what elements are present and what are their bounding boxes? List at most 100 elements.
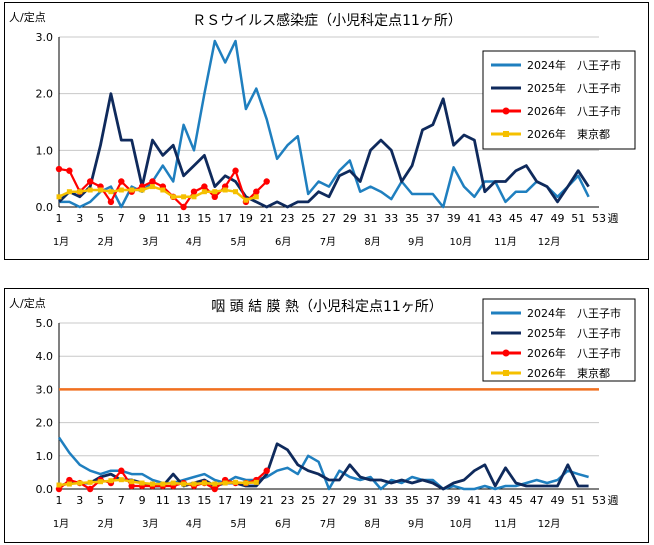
pcf-data-point bbox=[149, 481, 155, 487]
rsv-data-point bbox=[66, 189, 72, 195]
pcf-x-tick-label: 39 bbox=[447, 494, 461, 507]
rsv-legend-marker bbox=[502, 107, 510, 115]
pcf-x-tick-label: 1 bbox=[56, 494, 63, 507]
rsv-data-point bbox=[253, 194, 259, 200]
pcf-x-tick-label: 19 bbox=[239, 494, 253, 507]
rsv-x-tick-label: 37 bbox=[426, 212, 440, 225]
pcf-data-point bbox=[108, 478, 114, 484]
pcf-legend-marker bbox=[503, 370, 509, 376]
rsv-data-point bbox=[180, 203, 187, 211]
pcf-data-point bbox=[56, 482, 62, 488]
pcf-x-tick-label: 53 bbox=[592, 494, 606, 507]
rsv-legend-label: 2024年 八王子市 bbox=[527, 58, 621, 72]
pcf-x-tick-label: 37 bbox=[426, 494, 440, 507]
rsv-month-label: 3月 bbox=[142, 236, 158, 248]
rsv-x-tick-label: 27 bbox=[322, 212, 336, 225]
pcf-x-tick-label: 23 bbox=[280, 494, 294, 507]
pcf-x-tick-label: 21 bbox=[260, 494, 274, 507]
pcf-data-point bbox=[222, 480, 228, 486]
pcf-y-tick-label: 5.0 bbox=[36, 317, 54, 330]
pcf-data-point bbox=[243, 480, 249, 486]
rsv-month-label: 11月 bbox=[494, 236, 517, 248]
pcf-data-point bbox=[118, 477, 124, 483]
rsv-month-label: 7月 bbox=[320, 236, 336, 248]
rsv-data-point bbox=[263, 178, 270, 185]
pcf-chart-panel: 咽 頭 結 膜 熱（小児科定点11ヶ所） 人/定点 0.0 1.0 2.0 3.0 4.0 5… bbox=[4, 288, 649, 543]
rsv-data-point bbox=[55, 165, 63, 173]
rsv-x-tick-label: 15 bbox=[197, 212, 211, 225]
rsv-month-label: 1月 bbox=[53, 236, 69, 248]
rsv-month-label: 2月 bbox=[97, 236, 113, 248]
rsv-legend-label: 2026年 東京都 bbox=[527, 127, 610, 141]
pcf-legend-marker bbox=[502, 349, 510, 357]
rsv-x-tick-label: 45 bbox=[509, 212, 523, 225]
rsv-data-point bbox=[118, 187, 124, 193]
pcf-x-tick-label: 29 bbox=[343, 494, 357, 507]
pcf-data-point bbox=[170, 480, 176, 486]
rsv-x-axis-label: 週 bbox=[608, 212, 619, 225]
rsv-series-line-s2025 bbox=[58, 92, 590, 209]
pcf-y-tick-label: 0.0 bbox=[36, 483, 54, 496]
pcf-data-point bbox=[263, 467, 270, 474]
rsv-x-tick-label: 21 bbox=[260, 212, 274, 225]
pcf-legend-label: 2026年 東京都 bbox=[527, 366, 610, 380]
rsv-x-tick-label: 31 bbox=[364, 212, 378, 225]
rsv-chart: ＲＳウイルス感染症（小児科定点11ヶ所）人/定点0.01.02.03.01 3 5 7… bbox=[9, 10, 636, 248]
pcf-month-label: 4月 bbox=[186, 518, 202, 530]
pcf-x-tick-label: 7 bbox=[118, 494, 125, 507]
pcf-x-tick-label: 43 bbox=[488, 494, 502, 507]
rsv-x-tick-label: 11 bbox=[156, 212, 170, 225]
rsv-data-point bbox=[212, 189, 218, 195]
rsv-x-tick-label: 7 bbox=[118, 212, 125, 225]
pcf-legend-label: 2026年 八王子市 bbox=[527, 346, 621, 360]
pcf-x-tick-label: 49 bbox=[550, 494, 564, 507]
pcf-month-label: 3月 bbox=[142, 518, 158, 530]
pcf-y-axis-label: 人/定点 bbox=[9, 296, 46, 310]
pcf-data-point bbox=[77, 480, 83, 486]
rsv-legend-marker bbox=[503, 131, 509, 137]
rsv-data-point bbox=[160, 187, 166, 193]
rsv-x-tick-label: 33 bbox=[384, 212, 398, 225]
pcf-x-tick-label: 13 bbox=[177, 494, 191, 507]
rsv-x-tick-label: 53 bbox=[592, 212, 606, 225]
pcf-data-point bbox=[253, 479, 259, 485]
pcf-data-point bbox=[98, 479, 104, 485]
rsv-data-point bbox=[66, 167, 73, 174]
rsv-data-point bbox=[201, 183, 208, 190]
pcf-month-label: 11月 bbox=[494, 518, 517, 530]
rsv-x-tick-label: 25 bbox=[301, 212, 315, 225]
pcf-x-tick-label: 17 bbox=[218, 494, 232, 507]
rsv-data-point bbox=[181, 194, 187, 200]
rsv-data-point bbox=[243, 197, 249, 203]
pcf-x-axis-label: 週 bbox=[608, 494, 619, 507]
pcf-data-point bbox=[181, 481, 187, 487]
rsv-legend-label: 2025年 八王子市 bbox=[527, 81, 621, 95]
rsv-month-label: 4月 bbox=[186, 236, 202, 248]
rsv-month-label: 10月 bbox=[449, 236, 472, 248]
pcf-month-label: 10月 bbox=[449, 518, 472, 530]
pcf-data-point bbox=[66, 481, 72, 487]
pcf-month-label: 6月 bbox=[275, 518, 291, 530]
rsv-series-line-s2024 bbox=[59, 39, 590, 209]
rsv-x-tick-label: 35 bbox=[405, 212, 419, 225]
rsv-chart-title: ＲＳウイルス感染症（小児科定点11ヶ所） bbox=[192, 12, 462, 29]
rsv-x-tick-label: 17 bbox=[218, 212, 232, 225]
pcf-x-tick-label: 3 bbox=[76, 494, 83, 507]
pcf-legend-label: 2025年 八王子市 bbox=[527, 326, 621, 340]
rsv-x-tick-label: 47 bbox=[530, 212, 544, 225]
rsv-month-label: 8月 bbox=[364, 236, 380, 248]
rsv-x-tick-label: 1 bbox=[56, 212, 63, 225]
pcf-data-point bbox=[87, 479, 93, 485]
rsv-x-tick-label: 5 bbox=[97, 212, 104, 225]
rsv-y-tick-label: 0.0 bbox=[36, 201, 54, 214]
rsv-data-point bbox=[107, 198, 115, 206]
rsv-month-label: 5月 bbox=[230, 236, 246, 248]
pcf-month-label: 12月 bbox=[538, 518, 561, 530]
pcf-y-tick-label: 4.0 bbox=[36, 350, 54, 363]
rsv-data-point bbox=[56, 194, 62, 200]
pcf-x-tick-label: 33 bbox=[384, 494, 398, 507]
rsv-data-point bbox=[233, 189, 239, 195]
rsv-x-tick-label: 49 bbox=[550, 212, 564, 225]
pcf-month-label: 2月 bbox=[97, 518, 113, 530]
rsv-data-point bbox=[191, 194, 197, 200]
